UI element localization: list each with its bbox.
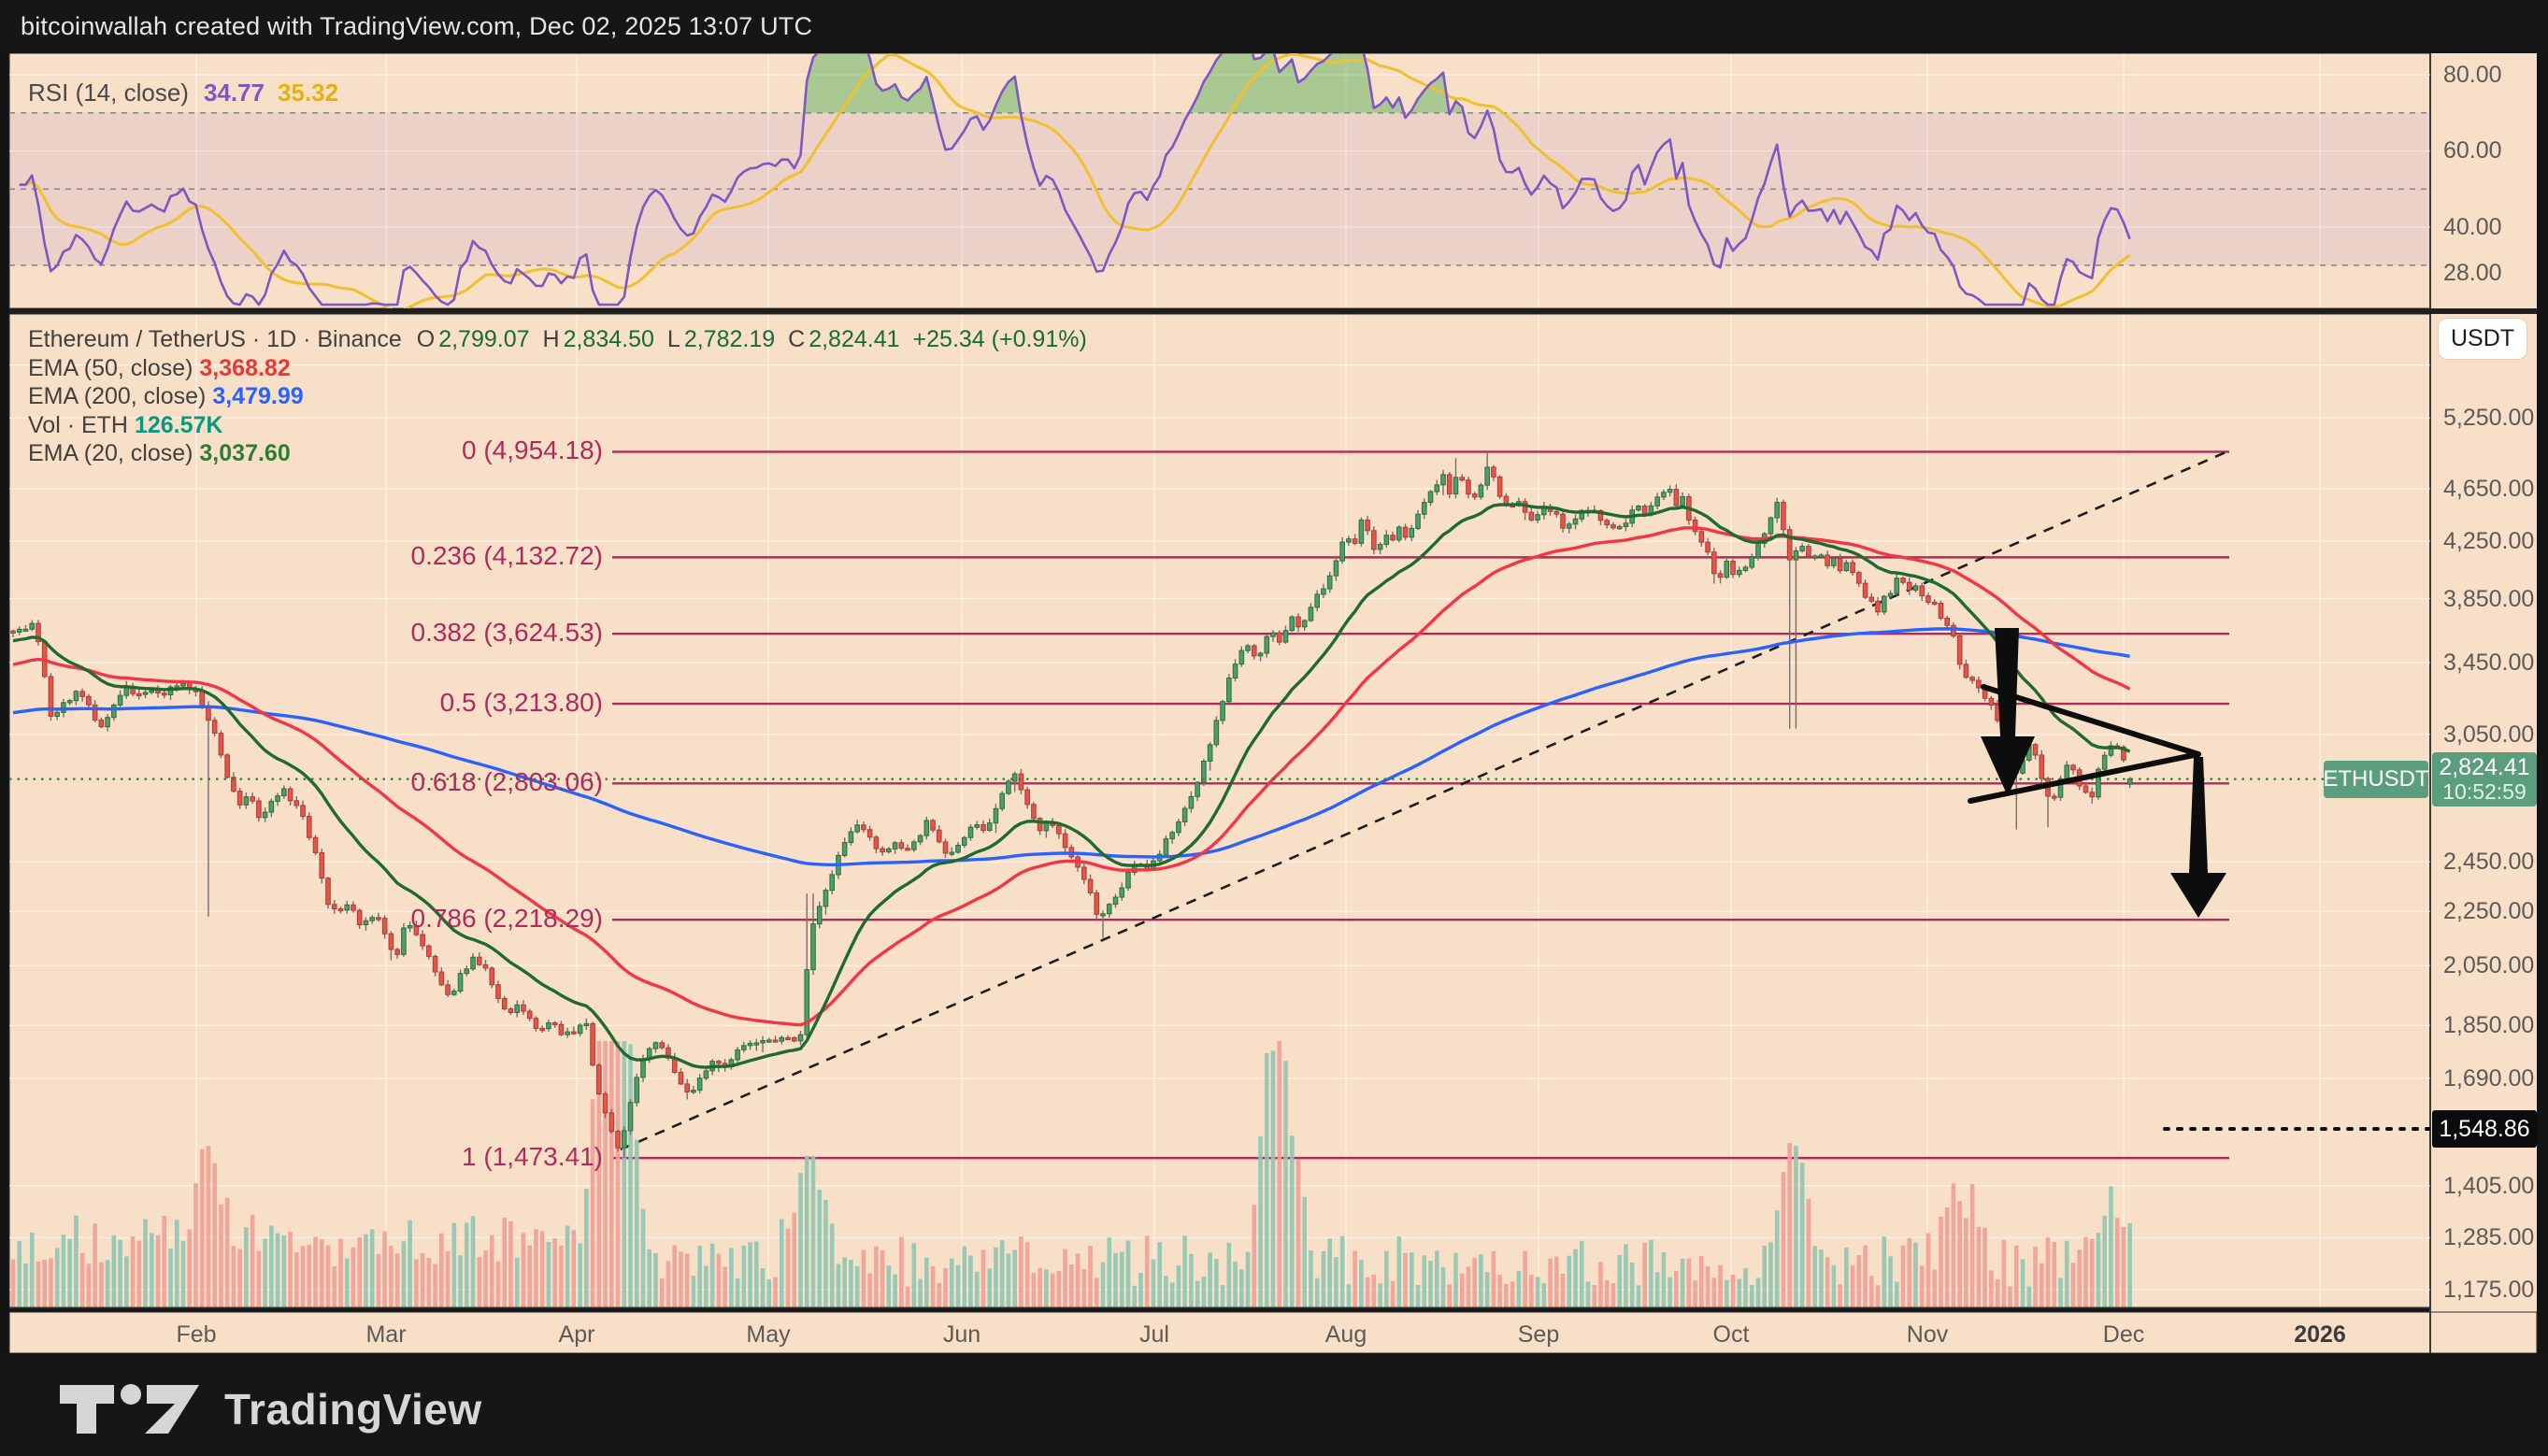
ohlc-o-label: O	[416, 326, 436, 352]
price-axis-label: 2,450.00	[2443, 849, 2535, 876]
footer-bar	[0, 1353, 2548, 1456]
ohlc-h-label: H	[542, 326, 560, 352]
time-axis-label-nov: Nov	[1906, 1321, 1949, 1348]
price-axis-label: 3,850.00	[2443, 585, 2535, 612]
indicator-label: EMA (50, close)	[28, 354, 193, 381]
price-axis-label: 1,175.00	[2443, 1277, 2535, 1304]
time-axis-label-oct: Oct	[1712, 1321, 1750, 1348]
price-axis-label: 4,250.00	[2443, 527, 2535, 554]
fib-label-1[interactable]: 1 (1,473.41)	[462, 1142, 603, 1172]
time-axis-label-jun: Jun	[942, 1321, 981, 1348]
indicator-row-ema20: EMA (20, close) 3,037.60	[28, 439, 1091, 468]
price-axis-label: 1,405.00	[2443, 1172, 2535, 1199]
time-axis-label-2026: 2026	[2294, 1321, 2346, 1348]
tradingview-logo-icon	[60, 1384, 199, 1434]
time-axis-label-sep: Sep	[1517, 1321, 1560, 1348]
rsi-legend[interactable]: RSI (14, close) 34.77 35.32	[28, 79, 338, 107]
indicator-label: Vol · ETH	[28, 411, 128, 438]
indicator-value: 126.57K	[134, 411, 223, 438]
rsi-ma-value: 35.32	[278, 79, 339, 107]
fib-label-05[interactable]: 0.5 (3,213.80)	[439, 688, 603, 718]
indicator-value: 3,479.99	[212, 383, 304, 409]
time-axis-label-feb: Feb	[176, 1321, 217, 1348]
indicator-value: 3,368.82	[199, 354, 291, 381]
ohlc-l-value: 2,782.19	[683, 326, 776, 352]
indicator-row-ema200: EMA (200, close) 3,479.99	[28, 382, 1091, 411]
rsi-axis-label: 40.00	[2443, 214, 2502, 240]
ohlc-c-value: 2,824.41	[809, 326, 900, 352]
indicator-label: EMA (20, close)	[28, 440, 193, 466]
price-axis-label: 3,450.00	[2443, 649, 2535, 676]
time-axis-label-may: May	[746, 1321, 791, 1348]
time-axis-label-aug: Aug	[1324, 1321, 1367, 1348]
fib-label-0786[interactable]: 0.786 (2,218.29)	[410, 904, 604, 934]
fib-label-0[interactable]: 0 (4,954.18)	[462, 435, 603, 465]
ohlc-l-label: L	[666, 326, 680, 352]
level-price-badge: 1,548.86	[2432, 1110, 2537, 1148]
indicator-value: 3,037.60	[199, 440, 291, 466]
price-axis-label: 3,050.00	[2443, 721, 2535, 748]
price-axis-label: 2,050.00	[2443, 952, 2535, 979]
main-legend[interactable]: Ethereum / TetherUS · 1D · Binance O 2,799…	[28, 325, 1091, 468]
ohlc-h-value: 2,834.50	[563, 326, 654, 352]
rsi-value: 34.77	[203, 79, 265, 107]
time-axis-label-apr: Apr	[558, 1321, 595, 1348]
time-axis-label-jul: Jul	[1139, 1321, 1169, 1348]
rsi-axis-label: 80.00	[2443, 62, 2502, 88]
rsi-axis-label: 60.00	[2443, 137, 2502, 164]
rsi-legend-label: RSI (14, close)	[28, 79, 189, 107]
price-axis-label: 4,650.00	[2443, 475, 2535, 502]
indicator-row-ema50: EMA (50, close) 3,368.82	[28, 354, 1091, 383]
symbol-ohlc-row: Ethereum / TetherUS · 1D · Binance O 2,799…	[28, 325, 1091, 354]
ohlc-o-value: 2,799.07	[438, 326, 530, 352]
price-axis-label: 1,850.00	[2443, 1012, 2535, 1039]
fib-label-0618[interactable]: 0.618 (2,803.06)	[410, 767, 604, 797]
symbol-title: Ethereum / TetherUS · 1D · Binance	[28, 326, 402, 352]
ohlc-change: +25.34 (+0.91%)	[912, 326, 1087, 352]
fib-label-0236[interactable]: 0.236 (4,132.72)	[410, 541, 604, 571]
tradingview-logo[interactable]: TradingView	[58, 1381, 482, 1437]
last-price-value: 2,824.41	[2439, 754, 2530, 781]
attribution-bar: bitcoinwallah created with TradingView.c…	[0, 0, 2548, 53]
time-axis-label-mar: Mar	[365, 1321, 407, 1348]
rsi-axis-label: 28.00	[2443, 260, 2502, 286]
price-axis-label: 5,250.00	[2443, 405, 2535, 432]
currency-toggle-button[interactable]: USDT	[2439, 319, 2527, 359]
attribution-text: bitcoinwallah created with TradingView.c…	[21, 12, 813, 40]
indicator-row-volume: Vol · ETH 126.57K	[28, 411, 1091, 440]
last-price-badge: 2,824.41 10:52:59	[2432, 751, 2537, 807]
bar-countdown: 10:52:59	[2442, 779, 2527, 805]
fib-label-0382[interactable]: 0.382 (3,624.53)	[410, 618, 604, 648]
ohlc-c-label: C	[788, 326, 806, 352]
indicator-label: EMA (200, close)	[28, 383, 207, 409]
price-axis-label: 1,285.00	[2443, 1224, 2535, 1251]
tradingview-logo-text: TradingView	[224, 1385, 482, 1434]
time-axis-label-dec: Dec	[2102, 1321, 2145, 1348]
price-axis-label: 1,690.00	[2443, 1064, 2535, 1092]
price-axis-label: 2,250.00	[2443, 898, 2535, 925]
price-line-symbol-badge: ETHUSDT	[2323, 760, 2429, 798]
